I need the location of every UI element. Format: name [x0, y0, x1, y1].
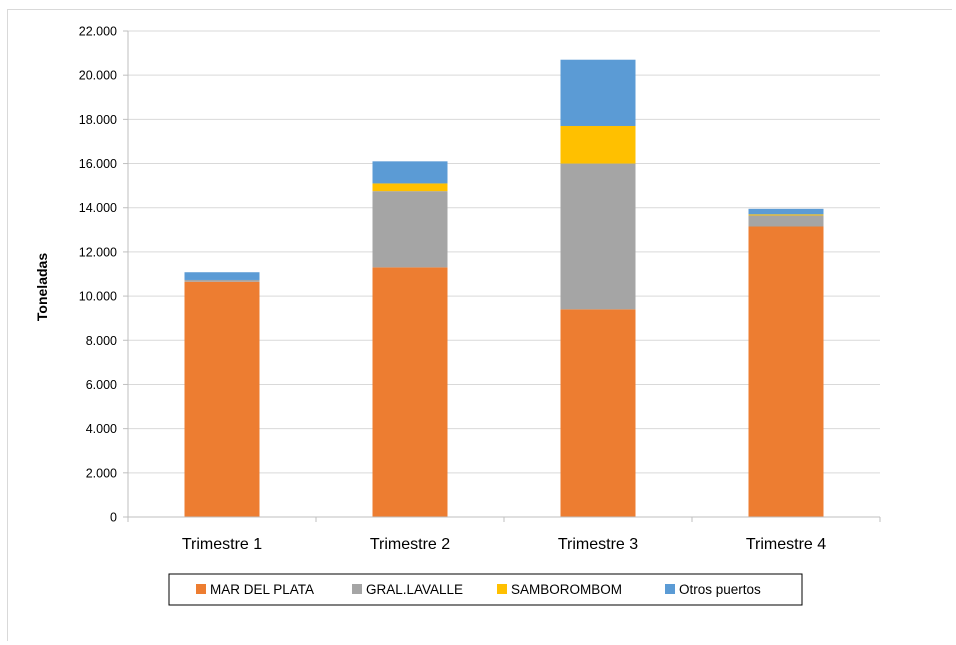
bar-segment — [372, 183, 448, 192]
legend-label: SAMBOROMBOM — [511, 582, 622, 597]
legend-label: Otros puertos — [679, 582, 761, 597]
y-tick-label: 0 — [110, 511, 117, 525]
x-tick-labels: Trimestre 1 Trimestre 2 Trimestre 3 Trimest… — [182, 536, 826, 553]
legend-label: GRAL.LAVALLE — [366, 582, 463, 597]
bar-segment — [372, 267, 448, 517]
bar-segment — [184, 272, 260, 280]
axes — [123, 30, 881, 522]
y-tick-labels: 0 2.000 4.000 6.000 8.000 10.000 12.000 14.000 1… — [79, 25, 117, 525]
y-tick-label: 4.000 — [86, 422, 117, 436]
bar-segment — [560, 309, 636, 517]
y-tick-label: 12.000 — [79, 245, 117, 259]
y-tick-label: 18.000 — [79, 113, 117, 127]
legend-swatch — [196, 584, 206, 594]
y-tick-label: 20.000 — [79, 69, 117, 83]
legend-label: MAR DEL PLATA — [210, 582, 314, 597]
bar-segment — [748, 214, 824, 216]
y-tick-label: 6.000 — [86, 378, 117, 392]
bar-segment — [560, 163, 636, 310]
bar-segment — [184, 281, 260, 517]
bar-segment — [748, 215, 824, 227]
y-axis-title: Toneladas — [34, 253, 50, 321]
y-tick-label: 10.000 — [79, 290, 117, 304]
chart-frame — [7, 9, 952, 641]
bar-segment — [560, 59, 636, 126]
bar-segment — [560, 125, 636, 164]
bar-segment — [748, 226, 824, 517]
y-tick-label: 2.000 — [86, 466, 117, 480]
legend: MAR DEL PLATA GRAL.LAVALLE SAMBOROMBOM Otro… — [168, 573, 803, 606]
bar-segment — [184, 279, 260, 282]
bar-segment — [748, 208, 824, 215]
legend-swatch — [497, 584, 507, 594]
y-tick-label: 14.000 — [79, 201, 117, 215]
legend-box — [168, 573, 803, 606]
bar-segment — [372, 191, 448, 268]
y-tick-label: 16.000 — [79, 157, 117, 171]
x-tick-label: Trimestre 2 — [370, 536, 450, 553]
bar-segment — [372, 161, 448, 184]
legend-swatch — [665, 584, 675, 594]
bars — [184, 59, 824, 517]
x-tick-label: Trimestre 4 — [746, 536, 826, 553]
x-tick-label: Trimestre 1 — [182, 536, 262, 553]
legend-swatch — [352, 584, 362, 594]
y-tick-label: 22.000 — [79, 25, 117, 39]
x-tick-label: Trimestre 3 — [558, 536, 638, 553]
y-tick-label: 8.000 — [86, 334, 117, 348]
